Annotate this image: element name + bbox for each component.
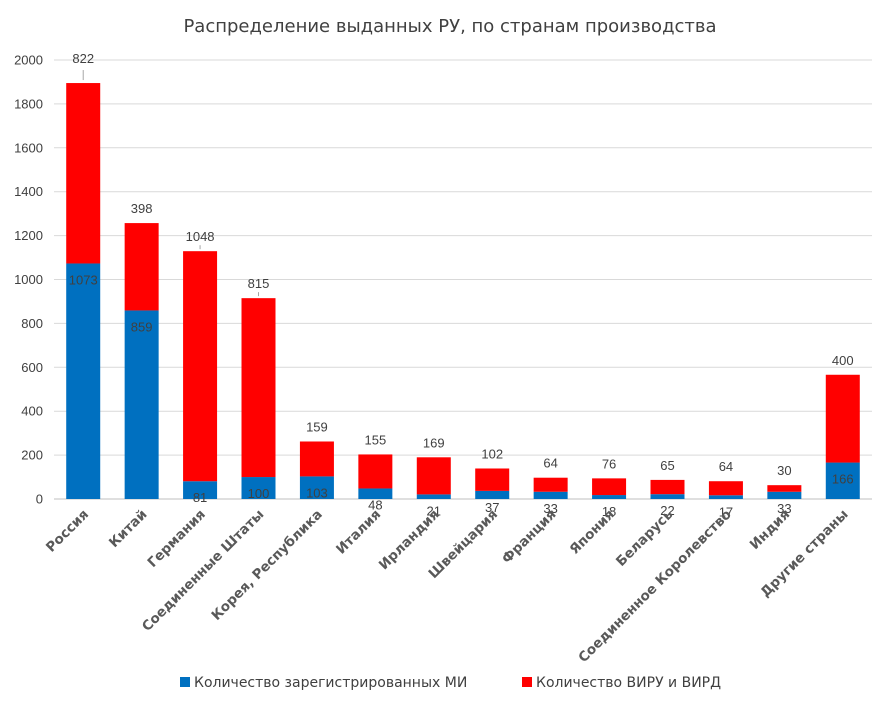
bar-segment-viru-vird[interactable] bbox=[650, 479, 685, 495]
bar-segment-registered[interactable] bbox=[183, 481, 218, 499]
bar-segment-registered[interactable] bbox=[650, 494, 685, 499]
data-label-viru-vird: 64 bbox=[543, 456, 557, 471]
data-label-registered: 859 bbox=[131, 319, 153, 334]
bar-segment-viru-vird[interactable] bbox=[358, 454, 393, 489]
y-tick-label: 200 bbox=[21, 448, 43, 463]
bar-segment-viru-vird[interactable] bbox=[533, 477, 568, 492]
bar-segment-viru-vird[interactable] bbox=[124, 223, 159, 311]
bar-segment-viru-vird[interactable] bbox=[825, 374, 860, 463]
x-tick-label: Италия bbox=[333, 507, 384, 558]
bar-segment-registered[interactable] bbox=[708, 495, 743, 499]
y-tick-label: 1200 bbox=[14, 228, 43, 243]
x-tick-label: Япония bbox=[567, 507, 618, 558]
legend-swatch bbox=[522, 677, 532, 687]
y-tick-label: 600 bbox=[21, 360, 43, 375]
legend-item-viru-vird[interactable]: Количество ВИРУ и ВИРД bbox=[522, 675, 721, 691]
bar-segment-viru-vird[interactable] bbox=[708, 481, 743, 496]
data-label-registered: 33 bbox=[543, 501, 557, 516]
gridlines bbox=[54, 59, 872, 500]
y-tick-label: 2000 bbox=[14, 53, 43, 68]
data-label-viru-vird: 76 bbox=[602, 456, 616, 471]
bar-segment-registered[interactable] bbox=[416, 494, 451, 499]
data-label-registered: 22 bbox=[660, 503, 674, 518]
data-label-viru-vird: 815 bbox=[248, 276, 270, 291]
x-tick-label: Россия bbox=[43, 507, 92, 556]
data-label-registered: 17 bbox=[719, 504, 733, 519]
data-label-viru-vird: 400 bbox=[832, 353, 854, 368]
data-label-viru-vird: 64 bbox=[719, 459, 733, 474]
bar-segment-registered[interactable] bbox=[592, 495, 627, 499]
x-tick-label: Беларусь bbox=[613, 507, 676, 570]
chart-title: Распределение выданных РУ, по странам пр… bbox=[183, 16, 716, 37]
bar-segment-viru-vird[interactable] bbox=[475, 468, 510, 491]
bar-segment-viru-vird[interactable] bbox=[416, 457, 451, 495]
data-label-registered: 100 bbox=[248, 486, 270, 501]
bar-segment-registered[interactable] bbox=[241, 477, 276, 499]
bar-segment-viru-vird[interactable] bbox=[592, 478, 627, 496]
data-label-registered: 33 bbox=[777, 501, 791, 516]
data-label-viru-vird: 1048 bbox=[186, 229, 215, 244]
data-label-registered: 48 bbox=[368, 497, 382, 512]
data-labels: 1073 822 859 398 81 1048 100 815 103 159 48 155 21 16… bbox=[69, 51, 854, 519]
bars bbox=[66, 83, 860, 499]
data-label-registered: 18 bbox=[602, 504, 616, 519]
data-label-viru-vird: 155 bbox=[365, 432, 387, 447]
legend-swatch bbox=[180, 677, 190, 687]
bar-segment-viru-vird[interactable] bbox=[66, 83, 101, 264]
data-label-registered: 81 bbox=[193, 490, 207, 505]
bar-segment-viru-vird[interactable] bbox=[183, 251, 218, 482]
legend-label: Количество зарегистрированных МИ bbox=[194, 675, 467, 691]
data-label-viru-vird: 822 bbox=[72, 51, 94, 66]
y-tick-label: 1400 bbox=[14, 184, 43, 199]
y-tick-label: 800 bbox=[21, 316, 43, 331]
bar-segment-registered[interactable] bbox=[358, 488, 393, 499]
data-label-registered: 166 bbox=[832, 472, 854, 487]
bar-segment-registered[interactable] bbox=[475, 490, 510, 499]
x-tick-label: Франция bbox=[499, 507, 560, 568]
x-tick-label: Корея, Республика bbox=[208, 507, 325, 624]
data-label-viru-vird: 159 bbox=[306, 419, 328, 434]
y-axis: 0 200 400 600 800 1000 1200 1400 1600 1800 2000 bbox=[14, 53, 43, 507]
y-tick-label: 1000 bbox=[14, 272, 43, 287]
y-tick-label: 1600 bbox=[14, 140, 43, 155]
bar-segment-registered[interactable] bbox=[533, 491, 568, 499]
data-label-viru-vird: 30 bbox=[777, 463, 791, 478]
x-tick-label: Индия bbox=[747, 507, 793, 553]
bar-segment-registered[interactable] bbox=[299, 476, 334, 499]
y-tick-label: 1800 bbox=[14, 96, 43, 111]
data-label-viru-vird: 169 bbox=[423, 435, 445, 450]
bar-segment-registered[interactable] bbox=[66, 263, 101, 499]
data-label-registered: 21 bbox=[427, 503, 441, 518]
bar-segment-viru-vird[interactable] bbox=[241, 298, 276, 478]
data-label-viru-vird: 102 bbox=[481, 446, 503, 461]
x-tick-label: Соединенные Штаты bbox=[139, 507, 267, 635]
data-label-viru-vird: 65 bbox=[660, 458, 674, 473]
x-tick-label: Германия bbox=[145, 507, 209, 571]
bar-segment-registered[interactable] bbox=[767, 491, 802, 499]
bar-segment-viru-vird[interactable] bbox=[299, 441, 334, 477]
data-label-registered: 1073 bbox=[69, 272, 98, 287]
bar-segment-registered[interactable] bbox=[124, 310, 159, 499]
data-label-viru-vird: 398 bbox=[131, 201, 153, 216]
data-label-registered: 103 bbox=[306, 485, 328, 500]
legend-item-registered[interactable]: Количество зарегистрированных МИ bbox=[180, 675, 467, 691]
bar-segment-viru-vird[interactable] bbox=[767, 485, 802, 492]
bar-segment-registered[interactable] bbox=[825, 462, 860, 499]
y-tick-label: 400 bbox=[21, 404, 43, 419]
y-tick-label: 0 bbox=[36, 492, 43, 507]
data-label-registered: 37 bbox=[485, 500, 499, 515]
legend[interactable]: Количество зарегистрированных МИ Количест… bbox=[180, 675, 721, 691]
legend-label: Количество ВИРУ и ВИРД bbox=[536, 675, 721, 691]
x-tick-label: Китай bbox=[106, 507, 150, 551]
